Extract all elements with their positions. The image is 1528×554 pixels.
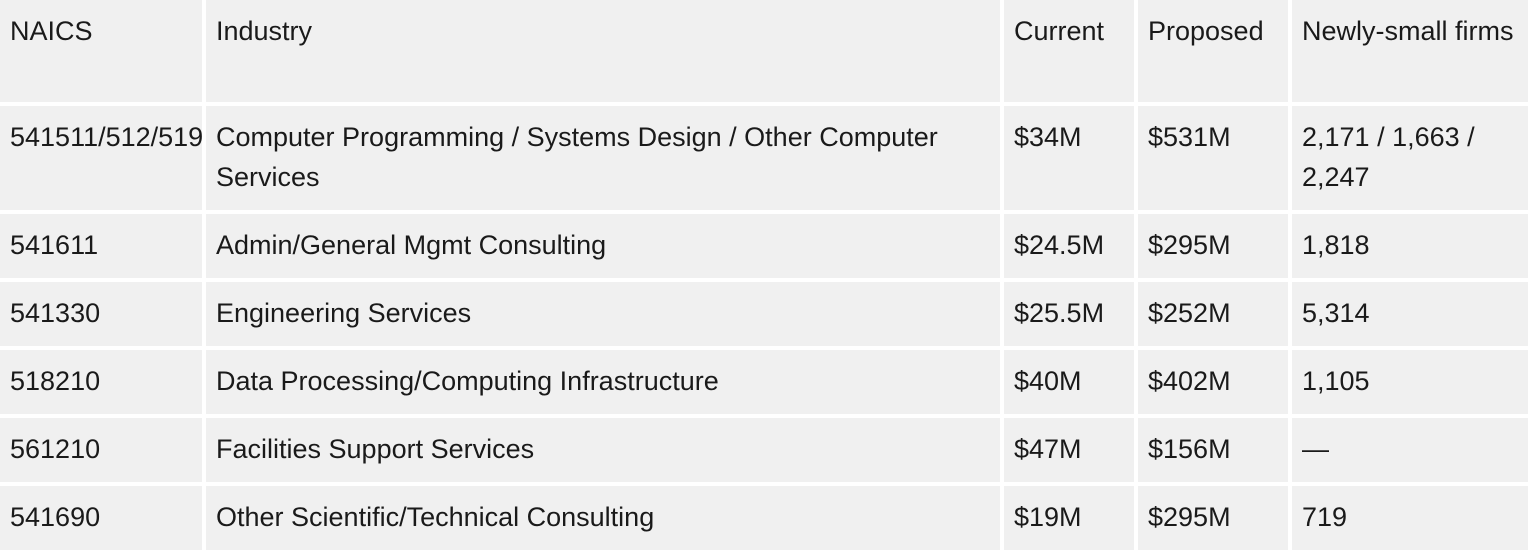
- table-cell: 541330: [0, 282, 202, 346]
- table-row: 541330 Engineering Services $25.5M $252M 5,3…: [0, 282, 1528, 346]
- header-cell: Newly-small firms: [1292, 0, 1528, 102]
- table-cell: Facilities Support Services: [206, 418, 1000, 482]
- table-cell: 541690: [0, 486, 202, 550]
- table-cell: $402M: [1138, 350, 1288, 414]
- table-cell: 1,818: [1292, 214, 1528, 278]
- table-cell: $19M: [1004, 486, 1134, 550]
- table-cell: $25.5M: [1004, 282, 1134, 346]
- table-cell: 719: [1292, 486, 1528, 550]
- table-row: 561210 Facilities Support Services $47M $15…: [0, 418, 1528, 482]
- table-cell: $40M: [1004, 350, 1134, 414]
- header-cell: Proposed: [1138, 0, 1288, 102]
- header-cell: Industry: [206, 0, 1000, 102]
- table-cell: —: [1292, 418, 1528, 482]
- header-cell: NAICS: [0, 0, 202, 102]
- table-cell: $47M: [1004, 418, 1134, 482]
- table-cell: $295M: [1138, 214, 1288, 278]
- table-cell: Engineering Services: [206, 282, 1000, 346]
- table-cell: 5,314: [1292, 282, 1528, 346]
- header-cell: Current: [1004, 0, 1134, 102]
- header-row: NAICS Industry Current Proposed Newly-small …: [0, 0, 1528, 102]
- table-cell: Computer Programming / Systems Design / …: [206, 106, 1000, 210]
- table-head: NAICS Industry Current Proposed Newly-small …: [0, 0, 1528, 102]
- table-cell: Admin/General Mgmt Consulting: [206, 214, 1000, 278]
- table-cell: 541511/512/519: [0, 106, 203, 210]
- table-cell: Other Scientific/Technical Consulting: [206, 486, 1000, 550]
- table-row: 541611 Admin/General Mgmt Consulting $24.5…: [0, 214, 1528, 278]
- table-row: 518210 Data Processing/Computing Infrastr…: [0, 350, 1528, 414]
- table-cell: $156M: [1138, 418, 1288, 482]
- table-cell: 518210: [0, 350, 202, 414]
- table-cell: $252M: [1138, 282, 1288, 346]
- table-cell: 2,171 / 1,663 / 2,247: [1292, 106, 1528, 210]
- table-cell: $531M: [1138, 106, 1288, 210]
- table-body: 541511/512/519 Computer Programming / Sys…: [0, 106, 1528, 550]
- table-row: 541511/512/519 Computer Programming / Sys…: [0, 106, 1528, 210]
- table-cell: Data Processing/Computing Infrastructure: [206, 350, 1000, 414]
- table-cell: 1,105: [1292, 350, 1528, 414]
- table-cell: $34M: [1004, 106, 1134, 210]
- table-cell: 561210: [0, 418, 202, 482]
- table-row: 541690 Other Scientific/Technical Consult…: [0, 486, 1528, 550]
- table-cell: $295M: [1138, 486, 1288, 550]
- table-cell: 541611: [0, 214, 202, 278]
- table-cell: $24.5M: [1004, 214, 1134, 278]
